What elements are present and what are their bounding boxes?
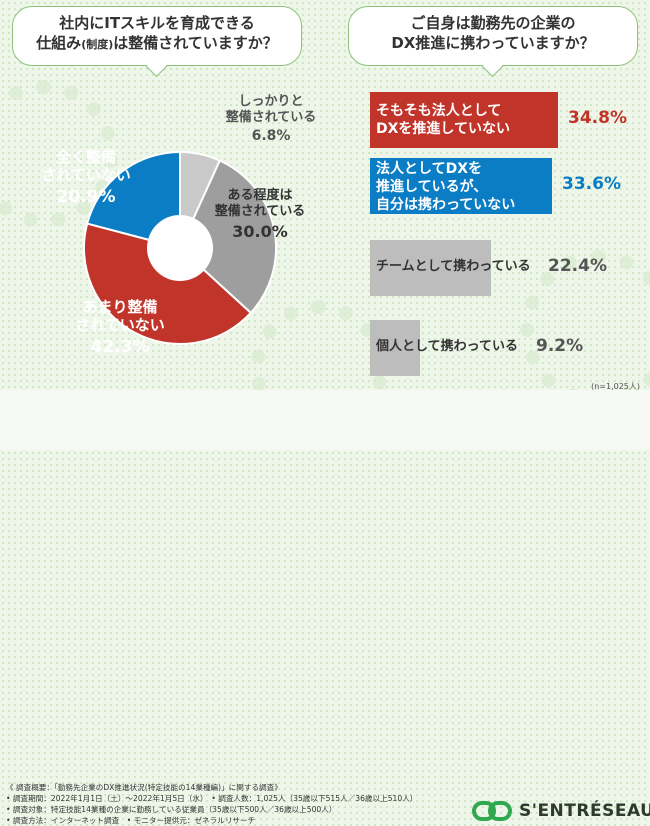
bar-label-line: そもそも法人として	[376, 103, 502, 119]
bar-label-line: 自分は携わっていない	[376, 197, 516, 213]
sample-size-label: (n=1,025人)	[591, 382, 640, 391]
pie-pct-label: 42.3%	[90, 337, 150, 357]
bar-label-line: 個人として携わっている	[376, 339, 518, 354]
bar-3	[370, 320, 420, 376]
pie-center-hole	[148, 216, 212, 280]
pie-label-line: 整備されている	[214, 203, 306, 219]
footer: 《 調査概要：「勤務先企業のDX推進状況(特定技能の14業種編)」に関する調査》…	[0, 390, 650, 825]
bar-pct-label-1: 33.6%	[562, 174, 621, 194]
pie-label-line: しっかりと	[238, 94, 304, 109]
bar-0	[370, 92, 558, 148]
pie-label-line: あまり整備	[82, 298, 158, 316]
pie-label-line: ある程度は	[227, 188, 293, 203]
bar-label-line: チームとして携わっている	[376, 259, 531, 274]
bar-2	[370, 240, 491, 296]
pie-label-line: されていない	[41, 166, 131, 184]
question-2-line1: ご自身は勤務先の企業の	[410, 14, 576, 32]
survey-note-line: • 調査方法：インターネット調査 • モニター提供元：ゼネラルリサーチ	[6, 816, 256, 825]
question-1-bubble: 社内にITスキルを育成できる 仕組み(制度)は整備されていますか？	[12, 6, 302, 66]
question-1-line2-a: 仕組み	[36, 34, 82, 53]
bar-1	[370, 158, 552, 214]
question-2-line2: DX推進に携わっていますか？	[391, 34, 595, 53]
bar-label-0: そもそも法人として DXを推進していない	[376, 102, 510, 138]
pie-label-0: しっかりと 整備されている 6.8%	[206, 94, 336, 145]
bar-label-1: 法人としてDXを 推進しているが、自分は携わっていない	[376, 160, 515, 214]
pie-pct-label: 6.8%	[251, 128, 291, 145]
question-1-line1: 社内にITスキルを育成できる	[59, 14, 255, 32]
bar-pct-label-3: 9.2%	[536, 336, 584, 356]
bar-label-2: チームとして携わっている	[376, 258, 531, 276]
pie-label-line: 全く整備	[55, 148, 116, 166]
bar-label-3: 個人として携わっている	[376, 338, 518, 356]
question-1-line2-b: は整備されていますか？	[113, 34, 278, 53]
bar-pct-label-2: 22.4%	[548, 256, 607, 276]
company-logo: S'ENTRÉSEAU	[472, 800, 650, 822]
bar-label-line: 推進しているが、	[376, 179, 488, 195]
logo-text: S'ENTRÉSEAU	[519, 801, 650, 821]
survey-note-line: • 調査対象：特定技能14業種の企業に勤務している従業員（35歳以下500人／3…	[6, 805, 337, 814]
bar-label-line: 法人としてDXを	[376, 161, 482, 177]
pie-label-line: されていない	[75, 316, 165, 334]
pie-pct-label: 20.9%	[56, 187, 116, 207]
question-1-line2: 仕組み(制度)は整備されていますか？	[13, 33, 301, 53]
pie-chart	[83, 150, 277, 345]
question-1-line2-small: (制度)	[81, 38, 114, 52]
pie-label-line: 整備されている	[225, 109, 317, 125]
survey-note-line: 《 調査概要：「勤務先企業のDX推進状況(特定技能の14業種編)」に関する調査》	[6, 783, 282, 792]
survey-note-line: • 調査期間：2022年1月1日（土）～2022年1月5日（水） • 調査人数：…	[6, 794, 418, 803]
pie-label-3: 全く整備 されていない 20.9%	[26, 148, 146, 207]
link-icon	[472, 801, 512, 821]
bar-label-line: DXを推進していない	[376, 121, 510, 137]
bar-pct-label-0: 34.8%	[568, 108, 627, 128]
survey-notes: 《 調査概要：「勤務先企業のDX推進状況(特定技能の14業種編)」に関する調査》…	[6, 782, 417, 826]
question-2-bubble: ご自身は勤務先の企業の DX推進に携わっていますか？	[348, 6, 638, 66]
pie-label-2: あまり整備 されていない 42.3%	[50, 298, 190, 357]
pie-pct-label: 30.0%	[232, 222, 288, 242]
pie-label-1: ある程度は 整備されている 30.0%	[200, 188, 320, 241]
